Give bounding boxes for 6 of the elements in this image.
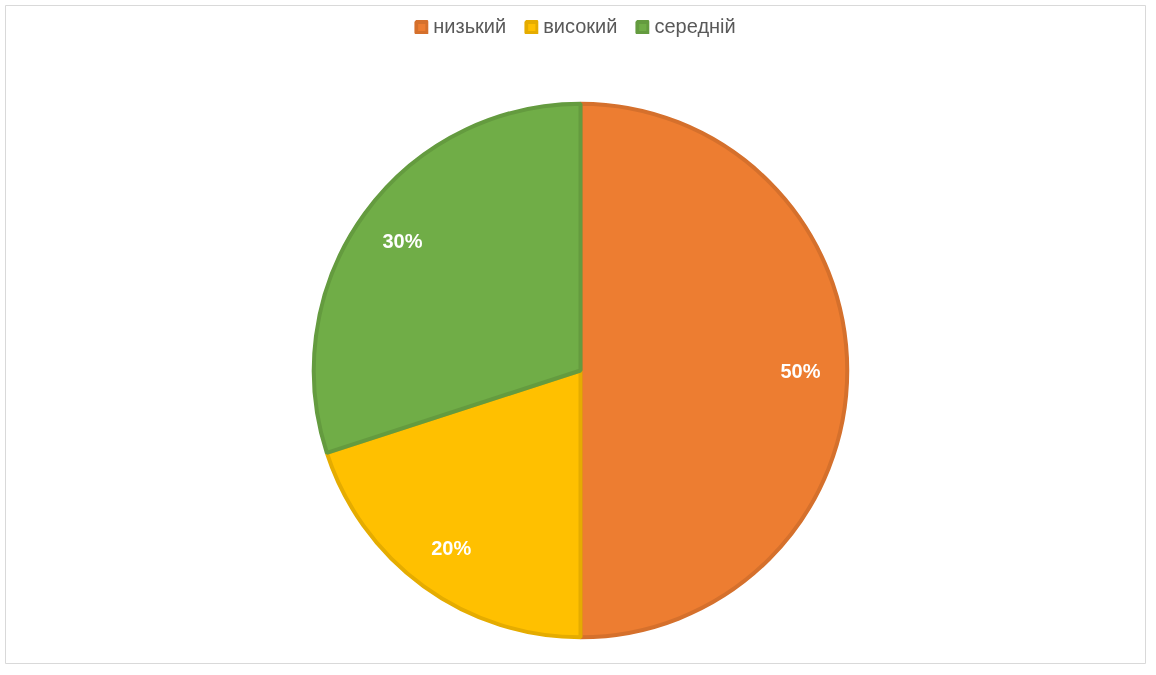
legend-label: високий <box>543 15 618 38</box>
data-label: 50% <box>780 359 821 382</box>
data-label: 30% <box>382 230 423 253</box>
legend-label: середній <box>654 15 736 38</box>
legend-label: низький <box>433 15 507 38</box>
data-label: 20% <box>431 537 472 560</box>
